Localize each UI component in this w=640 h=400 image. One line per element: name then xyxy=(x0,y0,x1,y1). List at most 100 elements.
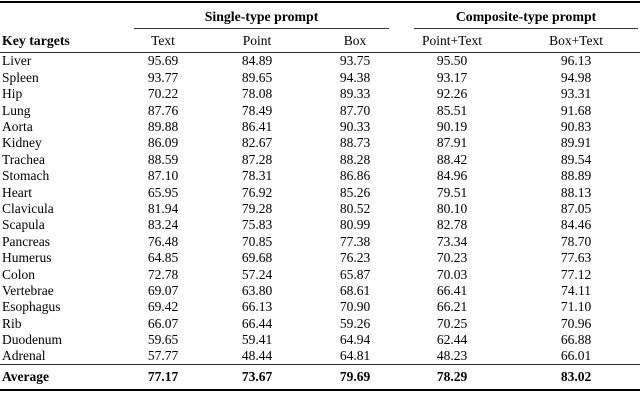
row-value: 94.38 xyxy=(339,69,371,85)
row-value: 66.44 xyxy=(241,315,273,331)
row-value: 88.42 xyxy=(436,151,468,167)
group-header-single-cell: Single-type prompt xyxy=(130,2,392,29)
row-value: 66.41 xyxy=(436,282,468,298)
row-value: 95.69 xyxy=(147,53,179,69)
row-key-target: Vertebrae xyxy=(2,282,54,298)
row-key-target: Esophagus xyxy=(2,299,61,315)
average-value: 83.02 xyxy=(512,364,640,391)
row-key-target: Lung xyxy=(2,102,31,118)
row-value: 89.65 xyxy=(241,69,273,85)
group-header-composite-label: Composite-type prompt xyxy=(455,9,597,24)
row-value: 84.46 xyxy=(560,217,592,233)
row-value: 86.86 xyxy=(339,168,371,184)
row-value: 68.61 xyxy=(339,282,371,298)
row-value: 76.92 xyxy=(241,184,273,200)
row-value: 66.13 xyxy=(241,299,273,315)
table-row: Rib 66.07 66.44 59.26 70.25 70.96 xyxy=(0,315,640,331)
row-value: 93.31 xyxy=(560,86,592,102)
row-value: 96.13 xyxy=(560,53,592,69)
row-value: 82.67 xyxy=(241,135,273,151)
table-row: Esophagus 69.42 66.13 70.90 66.21 71.10 xyxy=(0,299,640,315)
row-value: 95.50 xyxy=(436,53,468,69)
table-row: Humerus 64.85 69.68 76.23 70.23 77.63 xyxy=(0,250,640,266)
row-value: 84.96 xyxy=(436,168,468,184)
row-value: 85.51 xyxy=(436,102,468,118)
row-value: 69.42 xyxy=(147,299,179,315)
table-row: Stomach 87.10 78.31 86.86 84.96 88.89 xyxy=(0,168,640,184)
row-value: 80.10 xyxy=(436,200,468,216)
average-value: 73.67 xyxy=(196,364,318,391)
group-header-row: Single-type prompt Composite-type prompt xyxy=(0,2,640,29)
row-value: 82.78 xyxy=(436,217,468,233)
row-value: 77.63 xyxy=(560,250,592,266)
row-key-target: Clavicula xyxy=(2,200,54,216)
row-key-target: Liver xyxy=(2,53,32,69)
row-value: 80.52 xyxy=(339,200,371,216)
average-value: 77.17 xyxy=(130,364,196,391)
row-key-target: Adrenal xyxy=(2,348,46,364)
table-row: Vertebrae 69.07 63.80 68.61 66.41 74.11 xyxy=(0,282,640,298)
row-value: 90.83 xyxy=(560,119,592,134)
row-value: 64.85 xyxy=(147,250,179,266)
row-value: 93.17 xyxy=(436,69,468,85)
row-value: 73.34 xyxy=(436,233,468,249)
row-value: 72.78 xyxy=(147,266,179,282)
row-key-target: Rib xyxy=(2,315,22,331)
table-row: Duodenum 59.65 59.41 64.94 62.44 66.88 xyxy=(0,332,640,348)
row-value: 90.33 xyxy=(339,119,371,134)
table-row: Hip 70.22 78.08 89.33 92.26 93.31 xyxy=(0,86,640,102)
row-value: 83.24 xyxy=(147,217,179,233)
row-key-target: Humerus xyxy=(2,250,52,266)
column-header-row: Key targets Text Point Box Point+Text Bo… xyxy=(0,29,640,53)
table-row: Pancreas 76.48 70.85 77.38 73.34 78.70 xyxy=(0,233,640,249)
row-value: 66.88 xyxy=(560,332,592,348)
row-value: 63.80 xyxy=(241,282,273,298)
row-value: 64.81 xyxy=(339,348,371,364)
row-value: 85.26 xyxy=(339,184,371,200)
row-value: 70.96 xyxy=(560,315,592,331)
row-value: 69.68 xyxy=(241,250,273,266)
row-value: 77.38 xyxy=(339,233,371,249)
table-row: Liver 95.69 84.89 93.75 95.50 96.13 xyxy=(0,53,640,70)
row-value: 87.28 xyxy=(241,151,273,167)
row-value: 91.68 xyxy=(560,102,592,118)
row-value: 78.08 xyxy=(241,86,273,102)
row-value: 88.28 xyxy=(339,151,371,167)
table-row: Lung 87.76 78.49 87.70 85.51 91.68 xyxy=(0,102,640,118)
table-row: Adrenal 57.77 48.44 64.81 48.23 66.01 xyxy=(0,348,640,365)
row-value: 87.10 xyxy=(147,168,179,184)
column-header-point: Point xyxy=(196,29,318,53)
row-value: 78.70 xyxy=(560,233,592,249)
row-value: 70.90 xyxy=(339,299,371,315)
row-value: 70.25 xyxy=(436,315,468,331)
row-value: 86.41 xyxy=(241,119,273,134)
row-value: 78.31 xyxy=(241,168,273,184)
row-value: 80.99 xyxy=(339,217,371,233)
row-value: 89.91 xyxy=(560,135,592,151)
key-targets-header: Key targets xyxy=(0,29,130,53)
row-value: 65.95 xyxy=(147,184,179,200)
group-header-composite-cell: Composite-type prompt xyxy=(392,2,640,29)
composite-type-rule: Composite-type prompt xyxy=(414,7,639,29)
table-row: Scapula 83.24 75.83 80.99 82.78 84.46 xyxy=(0,217,640,233)
row-value: 87.91 xyxy=(436,135,468,151)
row-value: 57.24 xyxy=(241,266,273,282)
row-value: 78.49 xyxy=(241,102,273,118)
row-value: 59.65 xyxy=(147,332,179,348)
row-value: 66.21 xyxy=(436,299,468,315)
row-key-target: Trachea xyxy=(2,151,45,167)
row-key-target: Kidney xyxy=(2,135,42,151)
row-key-target: Aorta xyxy=(2,119,33,134)
row-value: 71.10 xyxy=(560,299,592,315)
row-value: 69.07 xyxy=(147,282,179,298)
row-value: 59.26 xyxy=(339,315,371,331)
column-header-box-text: Box+Text xyxy=(512,29,640,53)
row-value: 48.23 xyxy=(436,348,468,364)
table-row: Aorta 89.88 86.41 90.33 90.19 90.83 xyxy=(0,119,640,135)
group-header-single-label: Single-type prompt xyxy=(204,9,319,24)
row-value: 88.59 xyxy=(147,151,179,167)
row-key-target: Stomach xyxy=(2,168,50,184)
row-value: 77.12 xyxy=(560,266,592,282)
row-value: 89.54 xyxy=(560,151,592,167)
